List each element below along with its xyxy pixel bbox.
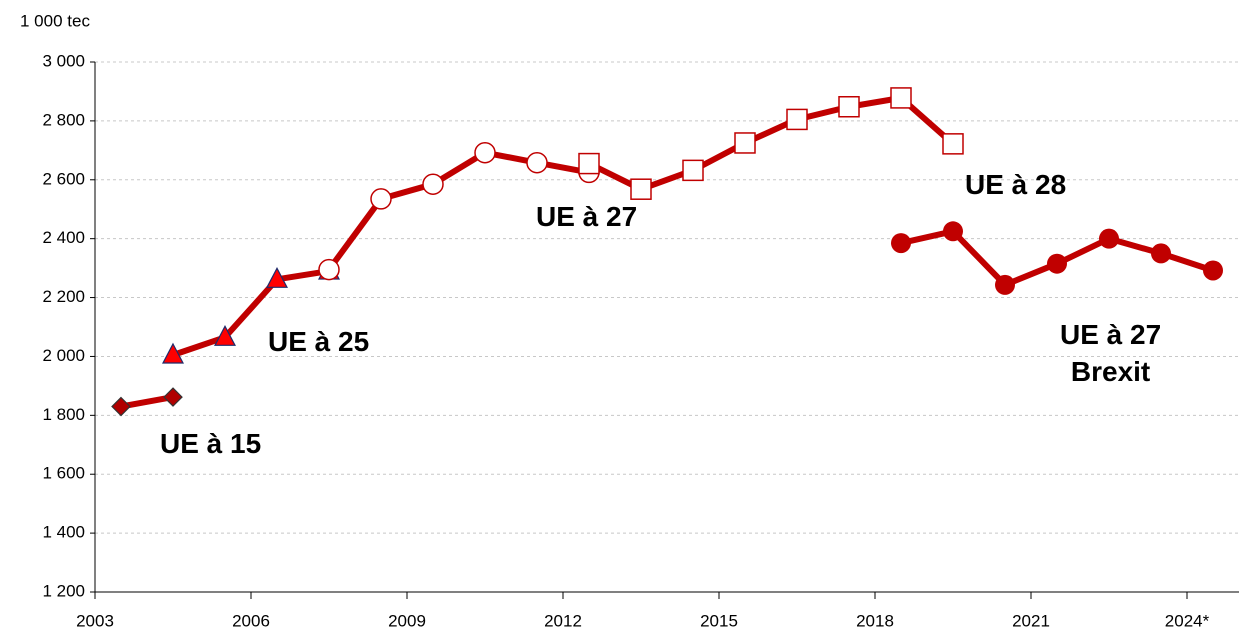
x-tick-label: 2009 [388, 611, 426, 630]
y-tick-label: 3 000 [42, 51, 85, 70]
series-label: UE à 27 [536, 201, 638, 232]
marker [838, 96, 860, 118]
y-tick-label: 2 600 [42, 169, 85, 188]
y-tick-label: 1 400 [42, 523, 85, 542]
y-axis-label: 1 000 tec [20, 11, 90, 30]
marker [942, 133, 964, 155]
marker [891, 233, 911, 254]
series-label: UE à 28 [965, 169, 1067, 200]
y-tick-label: 1 800 [42, 405, 85, 424]
marker [266, 267, 288, 288]
x-tick-label: 2024* [1165, 611, 1210, 630]
marker [630, 178, 652, 200]
y-tick-label: 2 200 [42, 287, 85, 306]
y-tick-label: 1 200 [42, 581, 85, 600]
x-tick-label: 2015 [700, 611, 738, 630]
x-tick-label: 2006 [232, 611, 270, 630]
series-line [587, 94, 955, 193]
series-label: UE à 25 [268, 326, 370, 357]
marker [422, 173, 444, 195]
x-tick-label: 2012 [544, 611, 582, 630]
series-label: UE à 27 Brexit [1060, 319, 1162, 387]
marker [111, 396, 131, 417]
marker [214, 325, 236, 346]
marker [162, 342, 184, 364]
marker [526, 151, 548, 174]
marker [786, 108, 808, 131]
y-tick-label: 2 000 [42, 346, 85, 365]
marker [163, 387, 183, 407]
x-tick-label: 2018 [856, 611, 894, 630]
marker [734, 132, 756, 154]
marker [943, 221, 963, 242]
y-tick-label: 2 400 [42, 228, 85, 247]
marker [370, 188, 392, 210]
marker [318, 258, 340, 281]
marker [1047, 253, 1067, 274]
marker [474, 141, 496, 164]
x-tick-label: 2021 [1012, 611, 1050, 630]
marker [1203, 260, 1223, 281]
x-tick-label: 2003 [76, 611, 114, 630]
marker [682, 159, 704, 182]
y-tick-label: 2 800 [42, 110, 85, 129]
marker [1151, 243, 1171, 264]
series-line [172, 268, 330, 358]
marker [1099, 228, 1119, 249]
series-label: UE à 15 [160, 428, 262, 459]
marker [890, 87, 912, 109]
y-tick-label: 1 600 [42, 464, 85, 483]
series-line [120, 394, 174, 410]
marker [578, 152, 600, 175]
marker [995, 274, 1015, 295]
